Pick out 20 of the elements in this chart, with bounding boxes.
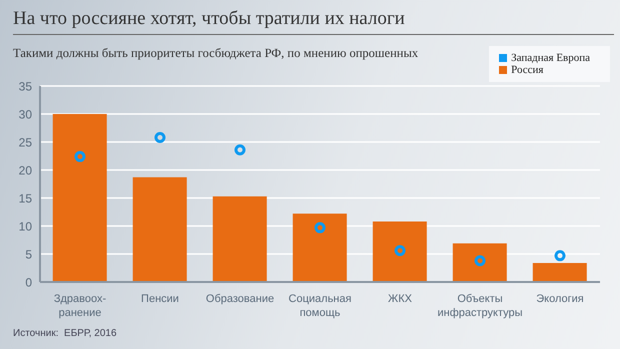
x-tick-label: Здравоох- ранение xyxy=(54,293,106,319)
y-tick-label: 25 xyxy=(18,135,32,150)
x-tick-label: Пенсии xyxy=(141,293,179,305)
y-tick-label: 0 xyxy=(25,275,32,290)
x-tick-label: Социальная помощь xyxy=(288,293,352,319)
y-tick-label: 30 xyxy=(18,107,32,122)
chart-subtitle: Такими должны быть приоритеты госбюджета РФ, по мнению опрошенных xyxy=(13,46,418,61)
y-tick-label: 20 xyxy=(18,163,32,178)
y-tick-label: 15 xyxy=(18,191,32,206)
text: Источник: ЕБРР, 2016 xyxy=(13,328,117,339)
y-tick-label: 35 xyxy=(18,79,32,94)
y-tick-label: 10 xyxy=(18,219,32,234)
legend-label: Россия xyxy=(511,64,544,76)
x-tick-label: Образование xyxy=(206,293,274,305)
x-tick-label: ЖКХ xyxy=(388,293,413,305)
x-tick-label: Экология xyxy=(536,293,584,305)
x-tick-label: Объекты инфраструктуры xyxy=(437,293,523,319)
legend-label: Западная Европа xyxy=(511,52,590,64)
chart-title: На что россияне хотят, чтобы тратили их налоги xyxy=(13,8,405,30)
y-tick-label: 5 xyxy=(25,247,32,262)
